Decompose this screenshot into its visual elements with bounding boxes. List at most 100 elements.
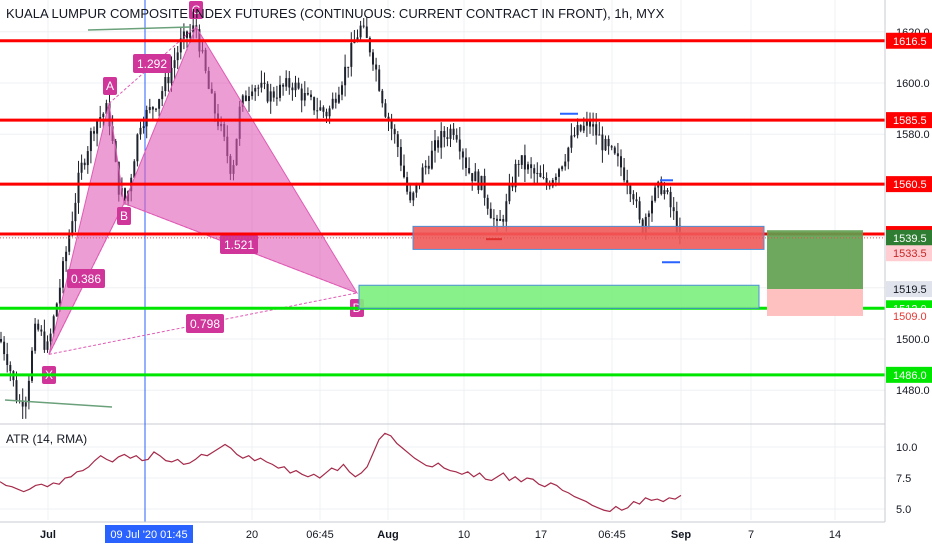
candle-body [266,83,269,102]
candle-body [616,153,619,157]
candle-body [372,52,374,65]
candle-body [362,25,365,27]
level-tag-1486.0: 1486.0 [893,370,927,382]
candle-body [502,219,505,222]
candle-body [3,341,6,355]
candle-body [282,84,285,87]
candle-body [672,207,675,212]
candle-body [310,94,312,98]
candle-body [375,64,378,70]
price-tag-last-bg[interactable] [886,229,932,246]
candle-body [77,172,80,203]
candle-body [37,323,40,330]
candle-body [189,32,192,38]
candle-body [93,131,95,134]
candle-body [27,380,30,403]
target-box[interactable] [767,230,863,290]
candle-body [430,150,433,169]
candle-body [96,120,99,134]
candle-body [403,165,405,178]
candle-body [164,77,167,92]
candle-body [520,155,523,165]
candle-body [505,201,508,222]
candle-body [387,116,390,121]
candle-body [288,78,291,88]
price-tag-last: 1539.5 [893,233,927,245]
atr-tick-label: 7.5 [896,473,911,485]
ratio-badge [186,314,224,333]
candle-body [148,107,151,110]
candle-body [669,191,672,208]
candle-body [347,66,350,68]
level-tag-1560.5: 1560.5 [893,179,927,191]
candle-body [595,124,598,136]
trend-line-x [4,399,113,408]
x-tick-label: 10 [458,529,470,541]
candle-body [65,251,68,262]
candle-body [170,67,173,84]
candle-body [607,138,610,147]
level-tag-1616.5-bg[interactable] [886,32,932,49]
candle-body [660,181,663,195]
candle-body [269,91,272,102]
candle-body [567,147,570,162]
candle-body [434,140,436,151]
candle-body [102,113,105,118]
candle-body [365,26,368,38]
price-tag-stop-bg[interactable] [886,307,932,324]
candle-body [176,52,179,61]
x-tick-label: 7 [748,529,754,541]
x-tick-label: Sep [671,529,691,541]
price-tag-entry-bg[interactable] [886,281,932,298]
level-tag-1486.0-bg[interactable] [886,366,932,383]
atr-tick-label: 5.0 [896,504,911,516]
candle-body [424,165,427,168]
candle-body [328,108,331,117]
candle-body [15,380,18,402]
candle-body [651,200,653,214]
candle-body [275,97,278,99]
level-tag-1585.5-bg[interactable] [886,112,932,129]
candle-body [83,162,86,166]
candle-body [254,88,257,92]
candle-body [303,93,306,101]
candle-body [384,103,387,117]
candle-body [297,82,300,89]
candle-body [579,125,582,131]
x-tick-label: 20 [246,529,258,541]
price-zones[interactable] [0,112,885,316]
candle-body [368,37,371,53]
candle-body [21,400,24,407]
atr-line [0,432,682,513]
candle-body [285,78,288,87]
candle-body [158,99,161,109]
candle-body [523,155,526,170]
candle-body [545,177,548,186]
stop-box[interactable] [767,289,863,316]
candle-body [527,164,529,170]
ratio-label: 0.798 [190,317,220,331]
pattern-point-b: B [120,209,128,223]
candle-body [43,331,46,350]
candle-body [68,234,71,252]
candle-body [337,94,340,103]
candle-body [452,128,455,136]
candle-body [613,147,616,154]
candle-body [412,192,415,201]
candle-body [325,111,328,117]
horizontal-levels[interactable] [0,39,885,377]
candle-body [241,95,244,107]
candle-body [638,201,641,220]
candle-body [46,341,49,350]
level-tag-1560.5-bg[interactable] [886,176,932,193]
candle-body [86,151,89,166]
support-zone[interactable] [358,284,760,309]
price-tag-target-bg[interactable] [886,245,932,262]
x-tick-label: Jul [40,529,56,541]
candle-body [542,176,545,178]
pattern-point-a: A [106,79,114,93]
candle-body [675,211,678,232]
